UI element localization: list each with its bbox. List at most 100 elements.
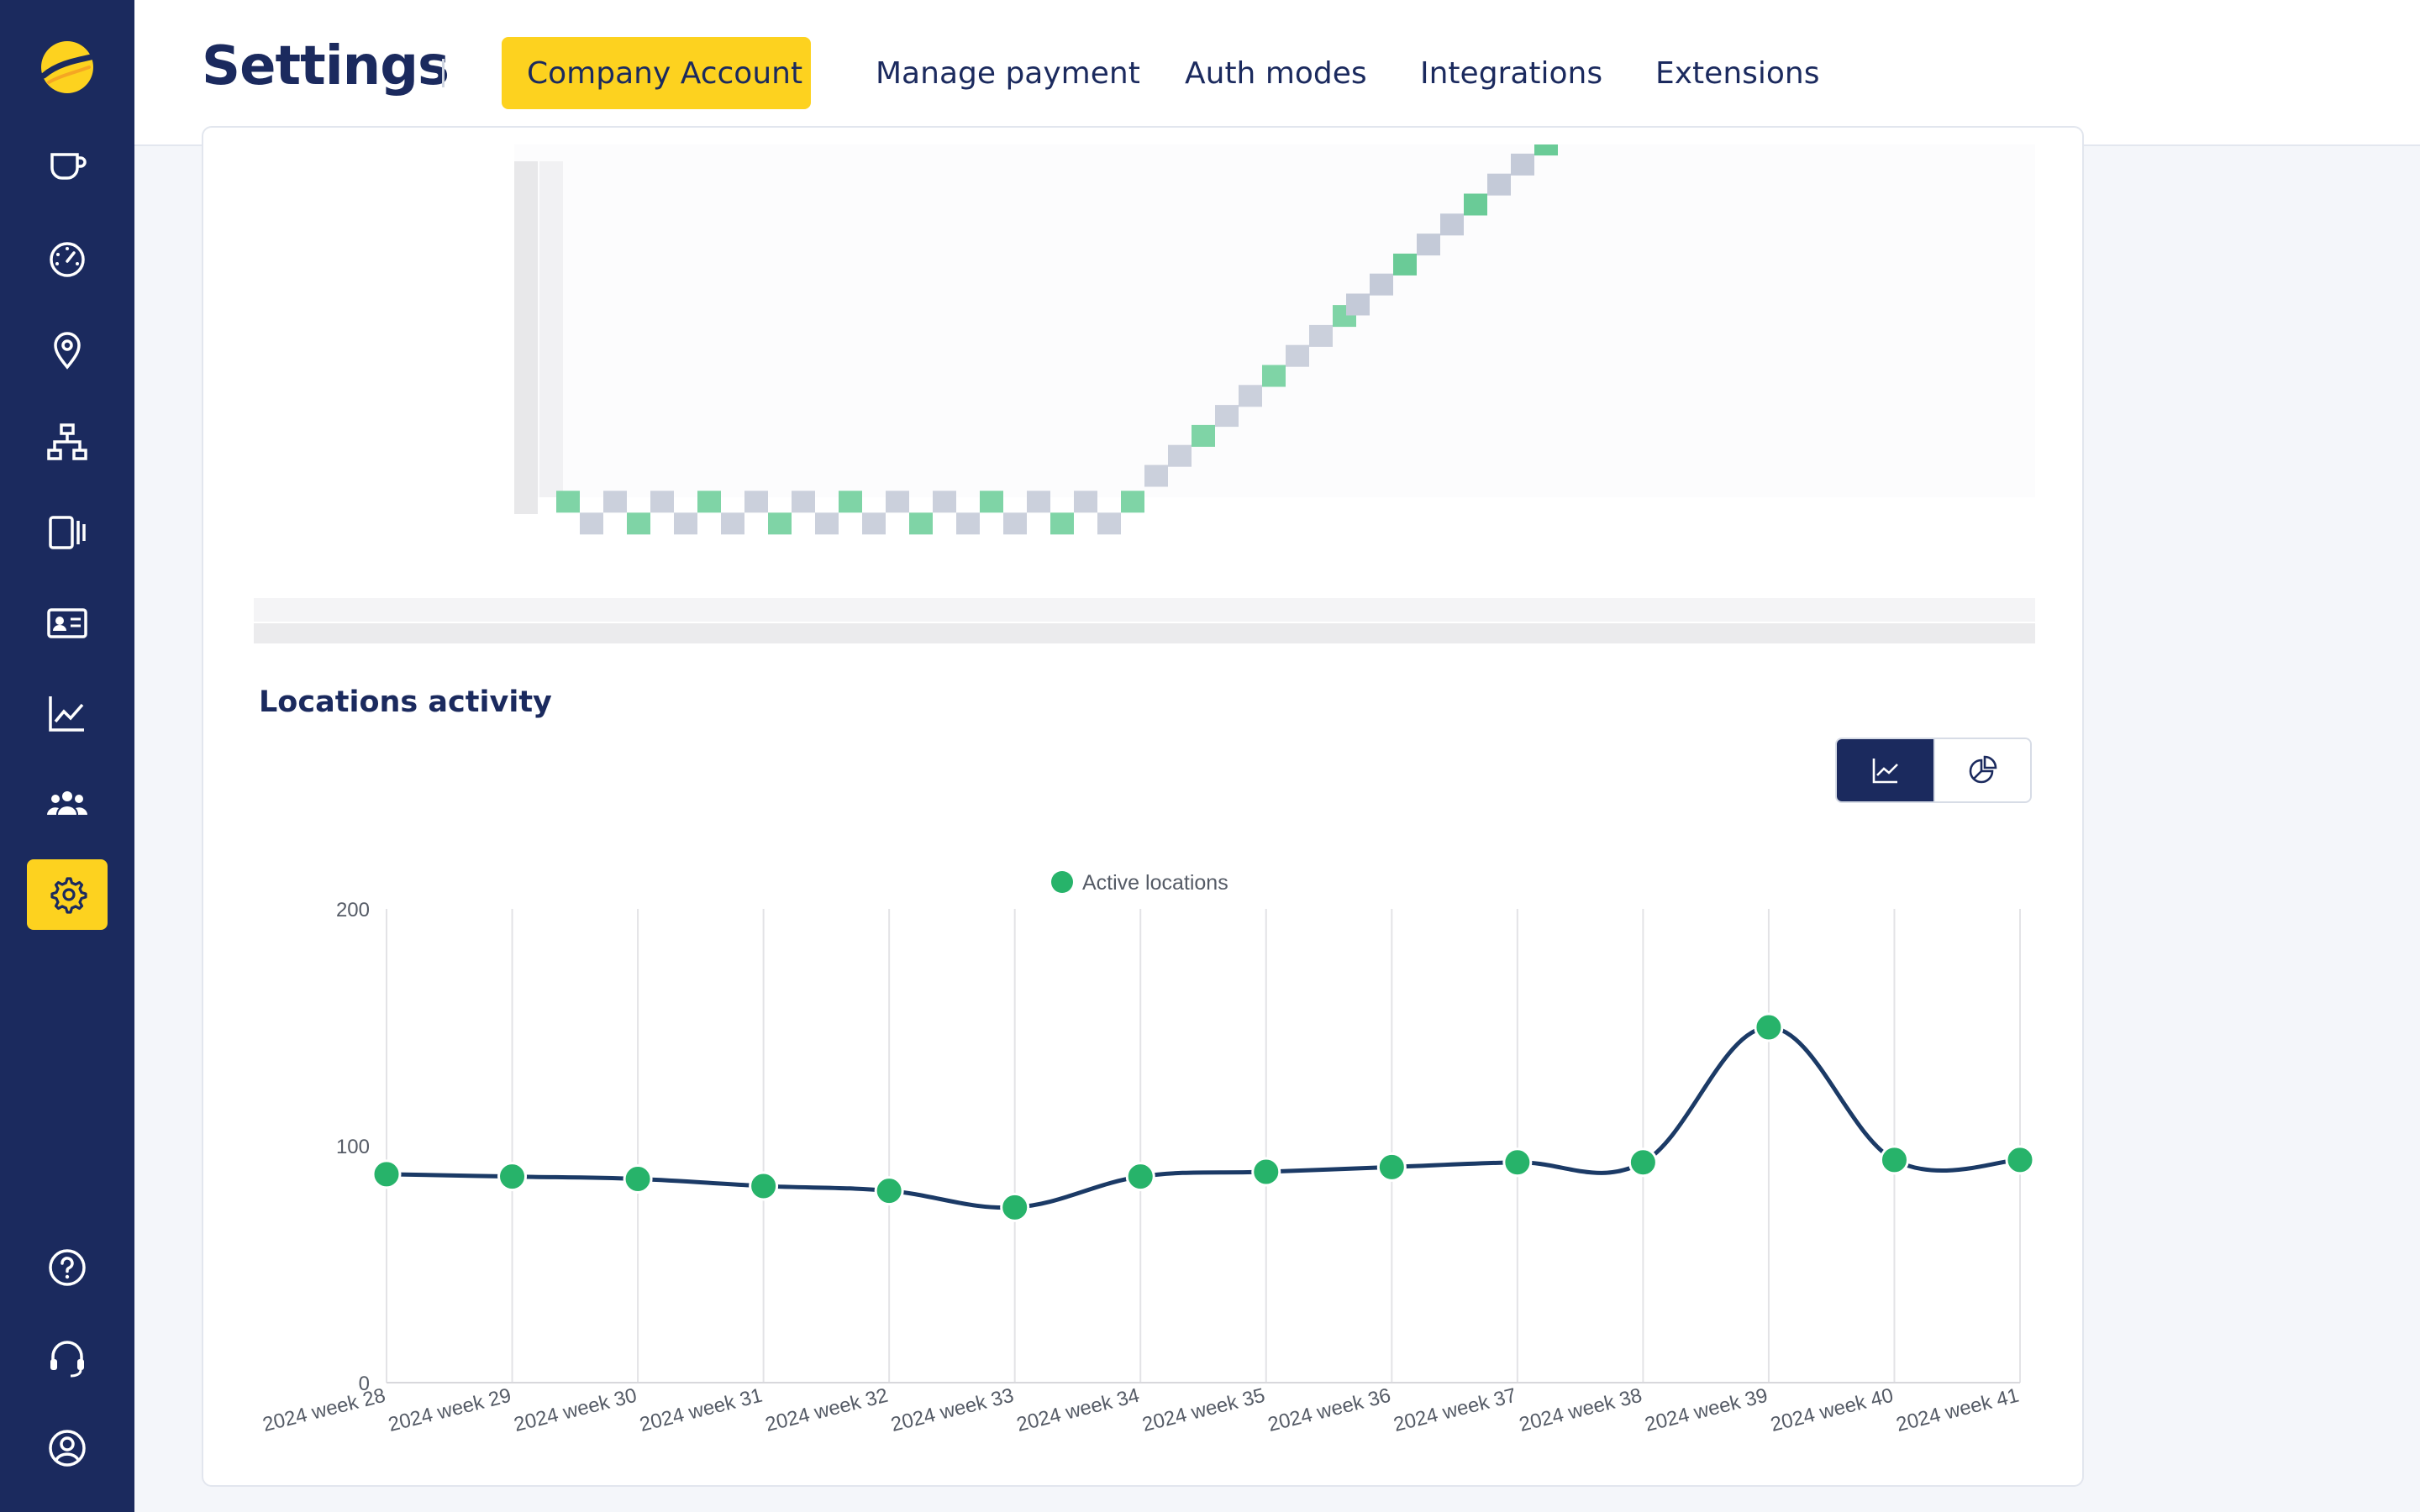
- pixel-block: [1144, 465, 1168, 487]
- x-tick-label: 2024 week 40: [1768, 1384, 1896, 1436]
- network-icon: [47, 423, 87, 460]
- x-tick-label: 2024 week 38: [1517, 1384, 1644, 1436]
- pixel-block: [650, 491, 674, 513]
- headset-icon: [50, 1341, 84, 1378]
- line-chart-icon: [1872, 759, 1898, 784]
- line-chart-toggle[interactable]: [1837, 739, 1933, 801]
- data-point[interactable]: [749, 1171, 779, 1201]
- pixel-block: [1464, 193, 1487, 216]
- tab-manage-payment[interactable]: Manage payment: [876, 55, 1140, 91]
- pixel-block: [1393, 253, 1417, 276]
- pixel-block: [933, 491, 956, 513]
- sidebar-item-help[interactable]: [27, 1232, 108, 1303]
- tab-company-account[interactable]: Company Account: [502, 37, 811, 109]
- sidebar-item-analytics[interactable]: [27, 678, 108, 748]
- pixel-block: [697, 491, 721, 513]
- data-point[interactable]: [1879, 1145, 1909, 1175]
- tab-extensions[interactable]: Extensions: [1655, 55, 1820, 91]
- users-icon: [47, 791, 87, 815]
- x-tick-label: 2024 week 29: [386, 1384, 513, 1436]
- data-point[interactable]: [623, 1163, 653, 1194]
- chart-type-toggle: [1835, 738, 2032, 803]
- data-point[interactable]: [1628, 1147, 1658, 1178]
- pixel-block: [1050, 512, 1074, 535]
- pixel-block: [674, 512, 697, 535]
- x-tick-label: 2024 week 28: [260, 1384, 388, 1436]
- pixel-block: [886, 491, 909, 513]
- pie-chart-toggle[interactable]: [1933, 739, 2030, 801]
- y-tick-label: 0: [359, 1373, 370, 1395]
- pixel-block: [768, 512, 792, 535]
- tab-auth-modes[interactable]: Auth modes: [1185, 55, 1367, 91]
- pixel-block: [627, 512, 650, 535]
- sidebar-item-users[interactable]: [27, 768, 108, 838]
- id-card-icon: [47, 608, 87, 638]
- sidebar-item-settings[interactable]: [27, 859, 108, 930]
- data-point[interactable]: [1125, 1162, 1155, 1192]
- data-point[interactable]: [874, 1176, 904, 1206]
- sidebar-item-locations[interactable]: [27, 315, 108, 386]
- sidebar-item-members[interactable]: [27, 588, 108, 659]
- data-point[interactable]: [1754, 1012, 1784, 1042]
- pixel-block: [556, 491, 580, 513]
- app-logo[interactable]: [39, 39, 96, 96]
- data-point[interactable]: [371, 1159, 402, 1189]
- pixel-block: [744, 491, 768, 513]
- data-point[interactable]: [497, 1162, 528, 1192]
- locations-card: Locations activity 0 100 200 Active locati…: [202, 126, 2084, 1487]
- x-tick-label: 2024 week 30: [512, 1384, 639, 1436]
- x-tick-label: 2024 week 41: [1894, 1384, 2022, 1436]
- pixel-block: [603, 491, 627, 513]
- sidebar-item-profile[interactable]: [27, 1413, 108, 1483]
- pixel-block: [1168, 444, 1192, 467]
- sidebar-item-devices[interactable]: [27, 497, 108, 568]
- sidebar: [0, 0, 134, 1512]
- pixel-block: [1262, 365, 1286, 387]
- x-tick-label: 2024 week 32: [763, 1384, 891, 1436]
- user-circle-icon: [49, 1430, 86, 1467]
- pixel-block: [980, 491, 1003, 513]
- tab-integrations[interactable]: Integrations: [1420, 55, 1603, 91]
- data-point[interactable]: [1502, 1147, 1533, 1178]
- pixel-block: [1370, 273, 1393, 296]
- data-point[interactable]: [1000, 1192, 1030, 1222]
- sidebar-item-dashboard[interactable]: [27, 224, 108, 295]
- pixel-block: [862, 512, 886, 535]
- pixel-block: [1511, 153, 1534, 176]
- data-point[interactable]: [1376, 1152, 1407, 1182]
- pixel-block: [1346, 293, 1370, 316]
- pixel-block: [1121, 491, 1144, 513]
- sidebar-item-support[interactable]: [27, 1323, 108, 1394]
- pixel-block: [1027, 491, 1050, 513]
- cup-icon: [50, 153, 87, 180]
- pixel-block: [1417, 234, 1440, 256]
- x-tick-label: 2024 week 34: [1014, 1384, 1142, 1436]
- page-title: Settings: [202, 35, 450, 97]
- pixel-block: [1239, 385, 1262, 407]
- x-tick-label: 2024 week 39: [1643, 1384, 1770, 1436]
- pixel-block: [1215, 405, 1239, 428]
- pixel-block: [956, 512, 980, 535]
- x-tick-label: 2024 week 37: [1392, 1384, 1519, 1436]
- legend-marker: [1051, 871, 1073, 893]
- pixel-block: [580, 512, 603, 535]
- pixel-block: [909, 512, 933, 535]
- y-tick-label: 200: [336, 899, 370, 921]
- pixel-block: [1074, 491, 1097, 513]
- pixelated-chart-graphic: [254, 144, 2035, 643]
- legend-label[interactable]: Active locations: [1082, 871, 1228, 895]
- pie-chart-icon: [1969, 755, 1996, 784]
- pixel-block: [721, 512, 744, 535]
- x-tick-label: 2024 week 36: [1265, 1384, 1393, 1436]
- logo-icon: [40, 41, 94, 93]
- pixel-block: [1192, 424, 1215, 447]
- data-point[interactable]: [1251, 1157, 1281, 1187]
- pixel-block: [1097, 512, 1121, 535]
- x-tick-label: 2024 week 31: [638, 1384, 765, 1436]
- sidebar-item-cup[interactable]: [27, 133, 108, 203]
- data-point[interactable]: [2005, 1145, 2035, 1175]
- sidebar-item-network[interactable]: [27, 407, 108, 477]
- device-icon: [49, 516, 86, 549]
- line-chart-icon: [49, 696, 84, 732]
